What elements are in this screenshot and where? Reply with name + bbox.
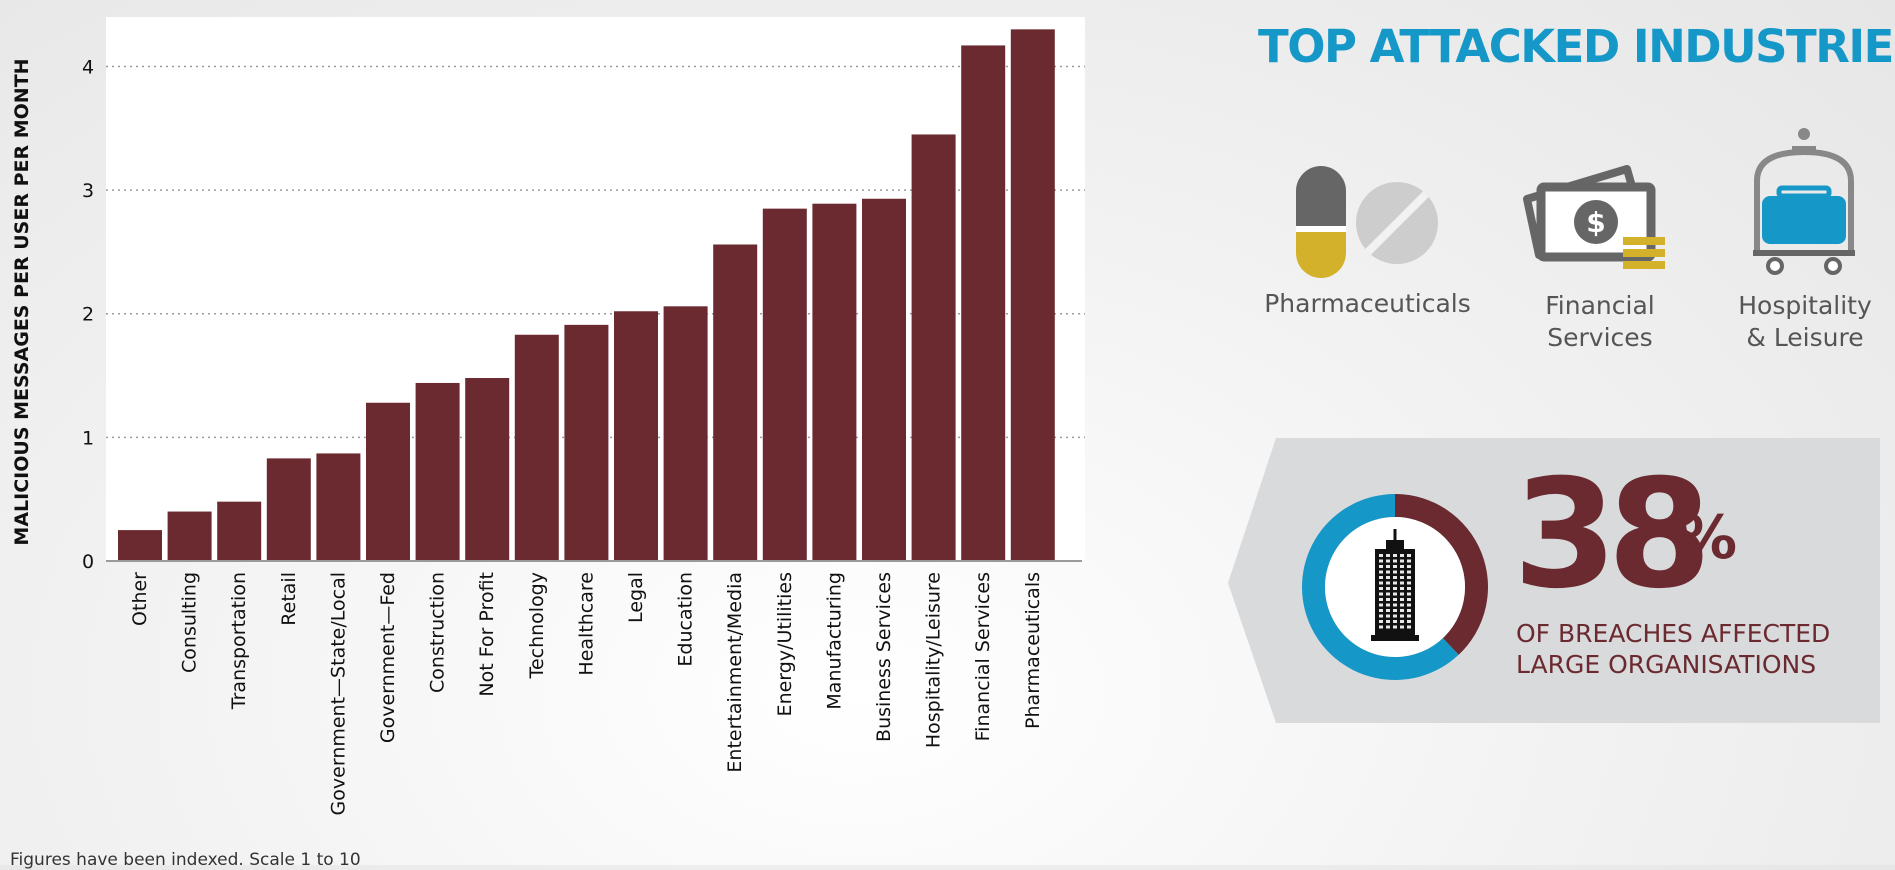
x-tick-label: Not For Profit (476, 572, 498, 697)
y-tick-label: 2 (82, 304, 94, 326)
bar (266, 458, 311, 561)
x-tick-label: Financial Services (972, 572, 994, 741)
x-tick-label: Retail (278, 572, 300, 626)
svg-text:$: $ (1586, 206, 1605, 239)
bar (415, 382, 460, 561)
breach-description: OF BREACHES AFFECTED LARGE ORGANISATIONS (1516, 619, 1831, 679)
x-tick-label: Hospitality/Leisure (923, 572, 945, 748)
x-tick-label: Construction (427, 572, 449, 693)
y-tick-label: 4 (82, 56, 94, 78)
bar (812, 203, 857, 561)
bar (614, 311, 658, 561)
breach-percent-sign: % (1677, 503, 1738, 573)
breach-percent-number: 38 (1513, 448, 1712, 622)
luggage-cart-icon (1753, 128, 1855, 275)
donut-segment-large-organisations (1395, 494, 1488, 655)
bar (167, 511, 212, 561)
x-tick-label: Legal (625, 572, 647, 623)
gridlines (106, 65, 1085, 439)
y-tick-label: 1 (82, 427, 94, 449)
pills-icon (1296, 166, 1438, 278)
top-industries-title: TOP ATTACKED INDUSTRIES (1258, 20, 1895, 73)
bar (316, 453, 361, 561)
bar (1010, 29, 1055, 561)
bar (862, 198, 906, 561)
x-tick-label: Government—Fed (377, 572, 399, 743)
x-tick-label: Consulting (179, 572, 201, 673)
bar (911, 134, 956, 562)
x-tick-label: Healthcare (575, 572, 597, 676)
x-tick-label: Energy/Utilities (774, 572, 796, 716)
industry-label-hospitality-leisure: Hospitality & Leisure (1738, 291, 1872, 352)
y-tick-label: 0 (82, 551, 94, 573)
bar (762, 208, 807, 562)
industry-label-pharmaceuticals: Pharmaceuticals (1264, 289, 1471, 318)
x-tick-label: Other (129, 572, 151, 626)
x-tick-label: Technology (526, 572, 548, 679)
x-axis-ticks: Other Consulting Transportation Retail Gover… (129, 572, 1044, 816)
bar (663, 306, 708, 561)
bar (366, 402, 410, 561)
x-tick-label: Transportation (228, 572, 250, 710)
x-tick-label: Education (675, 572, 697, 667)
bar (118, 530, 162, 561)
money-icon: $ (1523, 165, 1665, 269)
bar-chart: 0 1 2 3 4 Other Consulting Transportation Retai… (81, 29, 1085, 816)
x-tick-label: Business Services (873, 572, 895, 742)
breach-donut-chart (1302, 494, 1488, 680)
building-icon (1371, 529, 1419, 641)
bar (465, 378, 510, 561)
bar (217, 501, 262, 561)
industry-label-financial-services: Financial Services (1545, 291, 1655, 352)
footnote: Figures have been indexed. Scale 1 to 10 (10, 850, 361, 870)
y-axis-ticks: 0 1 2 3 4 (82, 56, 94, 573)
bars (118, 29, 1055, 562)
bar (564, 324, 609, 561)
y-tick-label: 3 (82, 180, 94, 202)
bar (514, 334, 559, 561)
donut-segment-other (1302, 494, 1459, 680)
x-tick-label: Pharmaceuticals (1022, 572, 1044, 729)
bar (961, 45, 1006, 562)
x-tick-label: Government—State/Local (327, 572, 349, 815)
x-tick-label: Entertainment/Media (724, 572, 746, 773)
x-tick-label: Manufacturing (823, 572, 845, 710)
bar (713, 244, 758, 561)
